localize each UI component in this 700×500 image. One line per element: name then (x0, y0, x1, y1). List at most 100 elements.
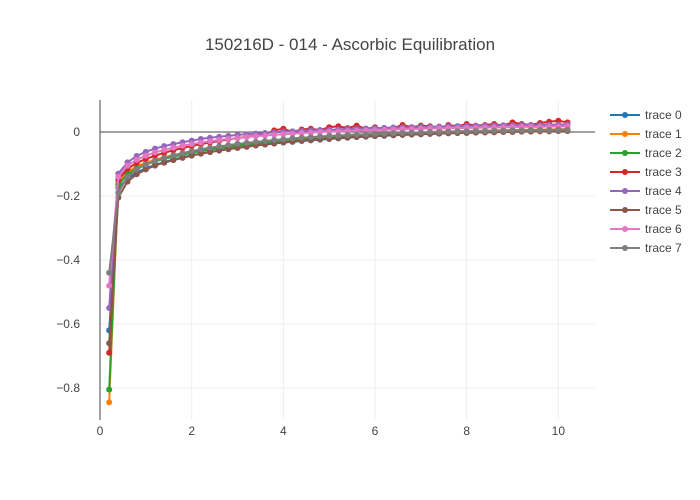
data-point[interactable] (188, 152, 195, 159)
data-point[interactable] (500, 127, 507, 134)
data-point[interactable] (243, 139, 250, 146)
data-point[interactable] (207, 144, 213, 151)
data-point[interactable] (207, 138, 213, 145)
data-point[interactable] (197, 146, 204, 153)
data-point[interactable] (124, 162, 131, 169)
data-point[interactable] (106, 399, 113, 406)
data-point[interactable] (307, 129, 314, 136)
data-point[interactable] (133, 156, 140, 163)
data-point[interactable] (271, 131, 278, 138)
data-point[interactable] (152, 149, 158, 156)
data-point[interactable] (188, 148, 195, 155)
data-point[interactable] (518, 127, 525, 134)
data-point[interactable] (115, 173, 122, 180)
data-point[interactable] (362, 131, 369, 138)
data-point[interactable] (197, 139, 204, 146)
data-point[interactable] (399, 129, 406, 136)
data-point[interactable] (317, 129, 323, 135)
data-point[interactable] (161, 154, 168, 161)
data-point[interactable] (152, 157, 158, 164)
data-point[interactable] (445, 128, 452, 135)
data-point[interactable] (170, 152, 177, 159)
data-point[interactable] (152, 162, 158, 169)
legend-item[interactable]: trace 7 (610, 241, 682, 255)
data-point[interactable] (216, 143, 223, 150)
data-point[interactable] (179, 154, 186, 161)
data-point[interactable] (262, 137, 268, 144)
data-point[interactable] (115, 189, 122, 196)
data-point[interactable] (252, 133, 259, 140)
data-point[interactable] (564, 126, 571, 133)
legend-item[interactable]: trace 5 (610, 203, 682, 217)
data-point[interactable] (106, 340, 113, 347)
data-point[interactable] (390, 130, 397, 137)
data-point[interactable] (381, 130, 388, 137)
data-point[interactable] (344, 131, 351, 138)
data-point[interactable] (133, 171, 140, 178)
data-point[interactable] (188, 141, 195, 148)
plot-area[interactable] (106, 117, 571, 406)
data-point[interactable] (271, 137, 278, 143)
data-point[interactable] (225, 136, 232, 143)
data-point[interactable] (427, 129, 433, 135)
data-point[interactable] (280, 131, 287, 138)
data-point[interactable] (353, 131, 360, 138)
data-point[interactable] (170, 157, 177, 164)
data-point[interactable] (197, 150, 204, 157)
data-point[interactable] (317, 133, 323, 140)
data-point[interactable] (298, 129, 305, 136)
data-point[interactable] (335, 132, 342, 139)
data-point[interactable] (133, 166, 140, 173)
legend-item[interactable]: trace 0 (610, 108, 682, 122)
data-point[interactable] (142, 161, 149, 168)
data-point[interactable] (335, 128, 342, 135)
data-point[interactable] (307, 134, 314, 141)
data-point[interactable] (537, 127, 543, 134)
data-point[interactable] (234, 135, 241, 142)
data-point[interactable] (106, 282, 113, 289)
data-point[interactable] (546, 127, 553, 134)
data-point[interactable] (225, 146, 232, 153)
data-point[interactable] (326, 132, 333, 139)
legend-item[interactable]: trace 3 (610, 165, 682, 179)
legend-item[interactable]: trace 4 (610, 184, 682, 198)
data-point[interactable] (234, 145, 241, 151)
legend-item[interactable]: trace 6 (610, 222, 682, 236)
legend-item[interactable]: trace 2 (610, 146, 682, 160)
data-point[interactable] (298, 134, 305, 141)
data-point[interactable] (161, 159, 168, 166)
data-point[interactable] (463, 128, 470, 135)
data-point[interactable] (170, 144, 177, 151)
data-point[interactable] (179, 150, 186, 157)
data-point[interactable] (280, 136, 287, 143)
data-point[interactable] (124, 173, 131, 180)
legend[interactable]: trace 0 trace 1 trace 2 trace 3 trace 4 trace… (610, 108, 682, 255)
data-point[interactable] (225, 142, 232, 149)
data-point[interactable] (509, 127, 516, 134)
data-point[interactable] (106, 386, 113, 393)
data-point[interactable] (408, 129, 415, 136)
data-point[interactable] (491, 127, 498, 134)
data-point[interactable] (527, 127, 534, 134)
data-point[interactable] (142, 152, 149, 159)
data-point[interactable] (482, 128, 488, 135)
data-point[interactable] (289, 135, 296, 142)
data-point[interactable] (372, 130, 378, 137)
data-point[interactable] (106, 269, 113, 276)
data-point[interactable] (161, 146, 168, 153)
series-trace-7[interactable] (106, 126, 571, 276)
data-point[interactable] (142, 166, 149, 173)
data-point[interactable] (216, 137, 223, 143)
data-point[interactable] (234, 140, 241, 147)
data-point[interactable] (436, 129, 443, 135)
data-point[interactable] (472, 128, 479, 135)
legend-item[interactable]: trace 1 (610, 127, 682, 141)
data-point[interactable] (179, 142, 186, 149)
data-point[interactable] (262, 132, 268, 139)
data-point[interactable] (555, 126, 562, 133)
data-point[interactable] (454, 128, 461, 135)
data-point[interactable] (289, 130, 296, 137)
data-point[interactable] (216, 147, 223, 154)
data-point[interactable] (326, 128, 333, 135)
data-point[interactable] (106, 349, 113, 356)
